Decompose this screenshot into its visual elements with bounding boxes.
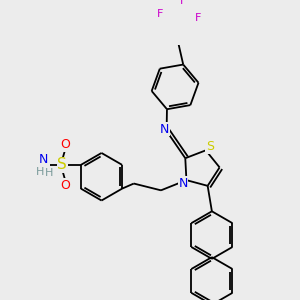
Text: N: N [160, 123, 170, 136]
Text: O: O [61, 138, 70, 151]
Text: S: S [206, 140, 214, 153]
Text: F: F [194, 13, 201, 23]
Text: F: F [157, 9, 164, 20]
Text: S: S [57, 158, 67, 172]
Text: N: N [39, 153, 48, 166]
Text: N: N [178, 177, 188, 190]
Text: F: F [180, 0, 186, 6]
Text: H: H [44, 168, 53, 178]
Text: H: H [36, 167, 44, 177]
Text: O: O [61, 179, 70, 192]
